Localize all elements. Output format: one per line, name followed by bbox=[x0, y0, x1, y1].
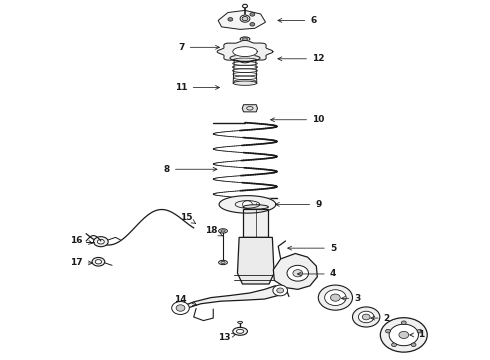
Ellipse shape bbox=[98, 239, 104, 244]
Ellipse shape bbox=[243, 38, 247, 40]
Circle shape bbox=[250, 23, 255, 26]
Ellipse shape bbox=[219, 260, 227, 265]
Text: 5: 5 bbox=[288, 244, 336, 253]
Text: 8: 8 bbox=[164, 165, 217, 174]
Circle shape bbox=[176, 305, 185, 311]
Circle shape bbox=[399, 331, 409, 338]
Ellipse shape bbox=[237, 329, 244, 333]
Text: 17: 17 bbox=[70, 258, 92, 267]
Text: 6: 6 bbox=[278, 16, 317, 25]
Polygon shape bbox=[217, 40, 273, 63]
Circle shape bbox=[243, 201, 252, 208]
Circle shape bbox=[325, 290, 346, 306]
Text: 10: 10 bbox=[270, 115, 324, 124]
Text: 1: 1 bbox=[410, 330, 424, 339]
Circle shape bbox=[358, 311, 374, 323]
Circle shape bbox=[243, 4, 247, 8]
Text: 13: 13 bbox=[218, 333, 236, 342]
Circle shape bbox=[392, 343, 396, 347]
Polygon shape bbox=[242, 105, 258, 112]
Polygon shape bbox=[218, 10, 266, 30]
Ellipse shape bbox=[94, 237, 108, 247]
Ellipse shape bbox=[238, 321, 243, 323]
Polygon shape bbox=[180, 286, 282, 310]
Ellipse shape bbox=[230, 55, 260, 61]
Text: 16: 16 bbox=[70, 236, 93, 245]
Circle shape bbox=[273, 285, 288, 296]
Circle shape bbox=[352, 307, 380, 327]
Text: 4: 4 bbox=[297, 269, 336, 278]
Ellipse shape bbox=[243, 205, 269, 209]
Text: 11: 11 bbox=[175, 83, 220, 92]
Circle shape bbox=[380, 318, 427, 352]
Ellipse shape bbox=[240, 37, 250, 41]
Text: 3: 3 bbox=[342, 294, 361, 303]
Text: 18: 18 bbox=[204, 226, 222, 236]
Text: 14: 14 bbox=[174, 294, 196, 306]
Circle shape bbox=[242, 17, 248, 21]
Ellipse shape bbox=[221, 261, 225, 264]
Circle shape bbox=[362, 314, 370, 320]
Polygon shape bbox=[273, 253, 318, 289]
Circle shape bbox=[411, 343, 416, 347]
Ellipse shape bbox=[221, 230, 225, 232]
Circle shape bbox=[401, 321, 406, 324]
Circle shape bbox=[318, 285, 352, 310]
Circle shape bbox=[250, 13, 255, 16]
Circle shape bbox=[417, 329, 422, 333]
Text: 7: 7 bbox=[178, 43, 220, 52]
Circle shape bbox=[331, 294, 340, 301]
Circle shape bbox=[287, 265, 309, 281]
Ellipse shape bbox=[219, 229, 227, 233]
Polygon shape bbox=[243, 209, 269, 237]
Polygon shape bbox=[219, 195, 276, 213]
Circle shape bbox=[240, 15, 250, 22]
Circle shape bbox=[277, 288, 284, 293]
Text: 9: 9 bbox=[275, 200, 321, 209]
Circle shape bbox=[389, 324, 418, 346]
Ellipse shape bbox=[233, 327, 247, 335]
Ellipse shape bbox=[92, 257, 105, 266]
Circle shape bbox=[172, 302, 189, 315]
Polygon shape bbox=[238, 237, 274, 284]
Circle shape bbox=[293, 270, 303, 277]
Text: 15: 15 bbox=[180, 213, 196, 224]
Circle shape bbox=[386, 329, 391, 333]
Ellipse shape bbox=[95, 260, 101, 264]
Circle shape bbox=[228, 18, 233, 21]
Ellipse shape bbox=[233, 81, 257, 85]
Text: 12: 12 bbox=[278, 54, 324, 63]
Text: 2: 2 bbox=[371, 314, 390, 323]
Polygon shape bbox=[233, 47, 257, 57]
